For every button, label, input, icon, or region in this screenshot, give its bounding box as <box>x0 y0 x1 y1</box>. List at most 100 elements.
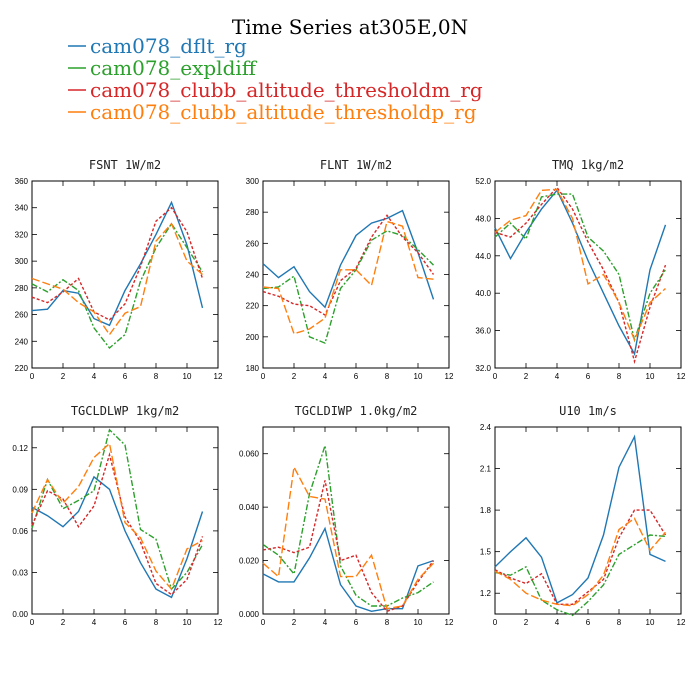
x-tick-label: 4 <box>555 372 560 381</box>
plot-frame <box>31 180 219 369</box>
series-line-cam078_expldiff <box>31 428 204 591</box>
chart-panel: FSNT 1W/m2 0 2 4 6 8 10 12 220 240 260 280 300 320 340… <box>15 158 223 381</box>
series-line-cam078_dflt_rg <box>262 526 434 613</box>
y-tick-label: 360 <box>15 177 29 186</box>
x-tick-label: 10 <box>646 372 655 381</box>
legend-label: cam078_clubb_altitude_thresholdp_rg <box>90 100 477 124</box>
y-tick-label: 1.5 <box>480 548 492 557</box>
x-tick-label: 2 <box>61 618 66 627</box>
x-tick-label: 2 <box>524 372 529 381</box>
y-tick-label: 320 <box>15 230 29 239</box>
chart-panel: TGCLDLWP 1kg/m2 0 2 4 6 8 10 12 0.00 0.03 0.06 0.09… <box>12 404 223 627</box>
y-tick-label: 280 <box>246 208 260 217</box>
chart-panel: TMQ 1kg/m2 0 2 4 6 8 10 12 32.0 36.0 40.0 44.0 48.0 5… <box>475 158 686 381</box>
chart-panel: FLNT 1W/m2 0 2 4 6 8 10 12 180 200 220 240 260 280 300 <box>246 158 454 381</box>
series-line-cam078_clubb_altitude_thresholdp_rg <box>494 188 666 342</box>
x-tick-label: 12 <box>677 618 686 627</box>
y-tick-label: 1.2 <box>480 589 492 598</box>
y-tick-label: 180 <box>246 364 260 373</box>
series-line-cam078_clubb_altitude_thresholdp_rg <box>262 220 434 335</box>
chart-panel: TGCLDIWP 1.0kg/m2 0 2 4 6 8 10 12 0.000 0.020 0.04… <box>239 404 454 627</box>
series-line-cam078_dflt_rg <box>494 434 666 604</box>
series-line-cam078_clubb_altitude_thresholdm_rg <box>494 509 667 605</box>
legend: cam078_dflt_rg cam078_expldiff cam078_cl… <box>68 34 483 124</box>
plot-frame <box>494 426 682 615</box>
plot-frame <box>262 426 450 615</box>
series-line-cam078_clubb_altitude_thresholdp_rg <box>262 464 435 610</box>
series-line-cam078_clubb_altitude_thresholdm_rg <box>262 214 435 317</box>
x-tick-label: 10 <box>183 618 192 627</box>
x-tick-label: 12 <box>214 372 223 381</box>
x-tick-label: 12 <box>445 618 454 627</box>
y-tick-label: 300 <box>15 257 29 266</box>
y-tick-label: 2.4 <box>480 423 492 432</box>
x-tick-label: 8 <box>617 618 622 627</box>
series-line-cam078_clubb_altitude_thresholdm_rg <box>494 186 667 365</box>
series-line-cam078_expldiff <box>494 193 667 343</box>
y-tick-label: 200 <box>246 333 260 342</box>
series-line-cam078_dflt_rg <box>31 200 204 327</box>
x-tick-label: 0 <box>261 618 266 627</box>
panel-title: FLNT 1W/m2 <box>320 158 392 172</box>
legend-entry: cam078_expldiff <box>68 56 258 80</box>
x-tick-label: 8 <box>617 372 622 381</box>
x-tick-label: 0 <box>30 372 35 381</box>
y-tick-label: 0.040 <box>239 503 260 512</box>
x-tick-label: 4 <box>323 372 328 381</box>
x-tick-label: 2 <box>292 372 297 381</box>
x-tick-label: 2 <box>292 618 297 627</box>
y-tick-label: 0.020 <box>239 557 260 566</box>
y-tick-label: 240 <box>246 271 260 280</box>
legend-entry: cam078_clubb_altitude_thresholdm_rg <box>68 78 483 102</box>
legend-entry: cam078_dflt_rg <box>68 34 247 58</box>
x-tick-label: 6 <box>123 372 128 381</box>
x-tick-label: 0 <box>493 618 498 627</box>
series-line-cam078_dflt_rg <box>262 209 435 309</box>
x-tick-label: 8 <box>385 372 390 381</box>
series-line-cam078_clubb_altitude_thresholdp_rg <box>31 442 203 591</box>
y-tick-label: 260 <box>15 311 29 320</box>
y-tick-label: 44.0 <box>475 252 491 261</box>
series-line-cam078_clubb_altitude_thresholdp_rg <box>31 222 203 336</box>
chart-panel: U10 1m/s 0 2 4 6 8 10 12 1.2 1.5 1.8 2.1 2.4 <box>480 404 686 627</box>
x-tick-label: 0 <box>261 372 266 381</box>
x-tick-label: 6 <box>354 372 359 381</box>
y-tick-label: 0.000 <box>239 610 260 619</box>
plot-frame <box>262 180 450 369</box>
y-tick-label: 2.1 <box>480 465 492 474</box>
x-tick-label: 0 <box>493 372 498 381</box>
x-tick-label: 4 <box>323 618 328 627</box>
x-tick-label: 0 <box>30 618 35 627</box>
series-line-cam078_expldiff <box>494 534 666 617</box>
plot-frame <box>31 426 219 615</box>
x-tick-label: 10 <box>183 372 192 381</box>
x-tick-label: 12 <box>445 372 454 381</box>
x-tick-label: 4 <box>92 618 97 627</box>
figure-title: Time Series at305E,0N <box>232 15 468 39</box>
y-tick-label: 0.09 <box>12 485 28 494</box>
x-tick-label: 2 <box>524 618 529 627</box>
series-line-cam078_expldiff <box>262 445 434 607</box>
x-tick-label: 12 <box>677 372 686 381</box>
y-tick-label: 0.12 <box>12 444 28 453</box>
x-tick-label: 8 <box>154 372 159 381</box>
x-tick-label: 8 <box>154 618 159 627</box>
panel-title: FSNT 1W/m2 <box>89 158 161 172</box>
series-line-cam078_clubb_altitude_thresholdp_rg <box>494 517 667 607</box>
y-tick-label: 48.0 <box>475 214 491 223</box>
x-tick-label: 10 <box>646 618 655 627</box>
legend-label: cam078_dflt_rg <box>90 34 247 58</box>
x-tick-label: 6 <box>586 618 591 627</box>
y-tick-label: 0.060 <box>239 450 260 459</box>
panel-title: TGCLDLWP 1kg/m2 <box>71 404 179 418</box>
y-tick-label: 1.8 <box>480 506 492 515</box>
y-tick-label: 0.03 <box>12 568 28 577</box>
panel-title: TMQ 1kg/m2 <box>552 158 624 172</box>
x-tick-label: 12 <box>214 618 223 627</box>
legend-label: cam078_expldiff <box>90 56 258 80</box>
y-tick-label: 340 <box>15 204 29 213</box>
y-tick-label: 260 <box>246 239 260 248</box>
y-tick-label: 220 <box>15 364 29 373</box>
y-tick-label: 300 <box>246 177 260 186</box>
